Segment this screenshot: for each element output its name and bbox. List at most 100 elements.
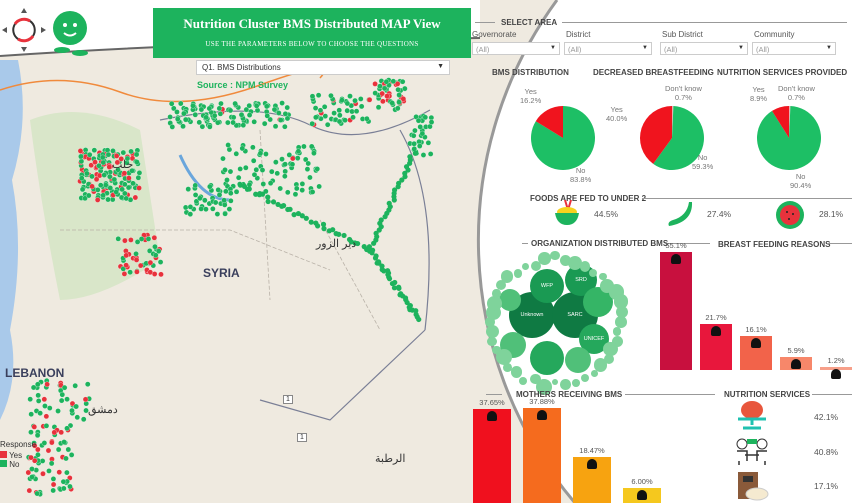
org-bubble[interactable] xyxy=(613,294,629,309)
org-bubble[interactable] xyxy=(615,305,629,319)
pie-slice-no[interactable] xyxy=(757,106,821,170)
pie-slice-no[interactable] xyxy=(653,106,704,170)
org-bubble[interactable] xyxy=(611,335,623,347)
org-bubble[interactable] xyxy=(579,261,590,272)
pie-label: Yes 8.9% xyxy=(750,85,767,103)
org-bubble[interactable] xyxy=(536,379,552,396)
label-aleppo: حلب xyxy=(112,159,134,171)
org-bubble[interactable] xyxy=(599,272,607,280)
pie-label-name: No xyxy=(795,172,806,181)
pie-slice-dontknow[interactable] xyxy=(672,106,674,138)
org-bubble[interactable] xyxy=(568,255,583,270)
page-subtitle: USE THE PARAMETERS BELOW TO CHOOSE THE Q… xyxy=(205,40,419,48)
person-icon xyxy=(637,489,647,500)
mothers-bar[interactable] xyxy=(473,408,511,503)
bf_reasons-bar-label: 1.2% xyxy=(827,356,845,366)
org-bubble[interactable] xyxy=(550,251,560,261)
org-bubble[interactable] xyxy=(612,327,622,336)
org-bubble[interactable] xyxy=(521,263,529,270)
org-bubble[interactable]: WFP xyxy=(530,269,564,303)
org-bubble[interactable] xyxy=(551,378,559,386)
legend-yes: Yes xyxy=(9,451,23,460)
pie-label-value: 83.8% xyxy=(570,175,592,184)
org-bubble[interactable] xyxy=(499,289,521,311)
pie-slice-dontknow[interactable] xyxy=(789,106,791,138)
org-bubble[interactable] xyxy=(492,346,501,355)
bf-reasons-title: BREAST FEEDING REASONS xyxy=(718,240,831,249)
nutrition-services-title: NUTRITION SERVICES xyxy=(724,390,811,399)
org-bubble[interactable] xyxy=(502,362,512,372)
org-bubble[interactable] xyxy=(486,295,502,311)
counseling-icon xyxy=(736,438,768,465)
road-marker: 1 xyxy=(283,395,293,404)
org-bubble[interactable] xyxy=(519,377,528,385)
org-bubble[interactable] xyxy=(559,378,571,390)
admin-lines xyxy=(60,129,381,331)
filter-dropdown-sub-district[interactable]: (All) ▼ xyxy=(660,42,748,55)
org-bubble[interactable] xyxy=(565,347,591,373)
pie-label-value: 90.4% xyxy=(790,181,812,190)
map-legend: Response Yes No xyxy=(0,440,36,469)
person-icon xyxy=(537,410,547,420)
org-bubble[interactable] xyxy=(485,324,500,339)
foods-title: FOODS ARE FED TO UNDER 2 xyxy=(530,194,647,203)
chevron-down-icon: ▼ xyxy=(642,45,648,51)
org-bubble[interactable] xyxy=(485,317,495,327)
org-bubble[interactable] xyxy=(510,366,523,378)
org-bubble[interactable] xyxy=(603,354,614,365)
river xyxy=(178,154,231,202)
header: Nutrition Cluster BMS Distributed MAP Vi… xyxy=(0,0,480,60)
org-bubble[interactable] xyxy=(530,260,541,271)
bf_reasons-bar[interactable] xyxy=(660,252,692,370)
mothers-bar-label: 18.47% xyxy=(579,445,605,455)
pie-label-name: Yes xyxy=(610,105,623,114)
org-bubble[interactable] xyxy=(492,289,501,298)
org-bubble[interactable] xyxy=(580,373,590,383)
org-bubble[interactable] xyxy=(588,268,597,277)
pie-slice-yes[interactable] xyxy=(535,106,563,138)
rice-bowl-icon xyxy=(555,200,579,225)
filter-dropdown-governorate[interactable]: (All) ▼ xyxy=(472,42,560,55)
org-bubble-label: SARC xyxy=(567,312,583,318)
question-select[interactable]: Q1. BMS Distributions ▼ xyxy=(196,60,450,75)
food-value: 27.4% xyxy=(707,209,732,219)
weighing-scale-icon xyxy=(738,401,766,430)
mothers-bar[interactable] xyxy=(523,408,561,503)
org-bubble[interactable] xyxy=(530,373,541,385)
org-bubble[interactable] xyxy=(538,252,551,265)
org-bubble[interactable] xyxy=(487,336,497,347)
pie-slice-yes[interactable] xyxy=(772,106,789,138)
label-rutba: الرطبة xyxy=(375,453,406,465)
person-icon xyxy=(791,359,801,370)
mothers-bar-label: 37.88% xyxy=(529,397,555,406)
person-icon xyxy=(711,325,721,336)
org-bubble[interactable] xyxy=(615,316,627,328)
label-lebanon: LEBANON xyxy=(5,366,65,380)
person-icon xyxy=(671,254,681,264)
org-bubble[interactable] xyxy=(591,370,598,378)
bf_reasons-bar[interactable] xyxy=(820,367,852,370)
org-bubble[interactable] xyxy=(593,358,608,373)
pie-title: DECREASED BREASTFEEDING xyxy=(593,68,714,77)
watermelon-icon xyxy=(776,201,804,229)
bf-reasons-chart: 55.1% 21.7% 16.1% 5.9% 1.2% xyxy=(660,241,852,380)
pie-slice-yes[interactable] xyxy=(640,106,672,164)
org-bubble[interactable] xyxy=(559,255,571,266)
org-bubble[interactable] xyxy=(495,279,506,290)
org-bubble[interactable] xyxy=(530,341,564,375)
service-value: 40.8% xyxy=(814,447,839,457)
pie-label: Yes 16.2% xyxy=(520,87,541,105)
org-bubble[interactable] xyxy=(500,270,514,283)
filter-value: (All) xyxy=(756,45,770,54)
org-bubble[interactable] xyxy=(513,269,523,278)
filter-label: District xyxy=(566,30,591,39)
pie-label-name: No xyxy=(575,166,586,175)
pie-label: Don't know 0.7% xyxy=(778,84,815,102)
filter-dropdown-district[interactable]: (All) ▼ xyxy=(564,42,652,55)
org-bubble[interactable] xyxy=(495,349,512,366)
org-bubble[interactable] xyxy=(603,341,619,357)
mothers-bar-label: 37.65% xyxy=(479,397,505,407)
food-supplement-icon xyxy=(738,472,769,501)
filter-dropdown-community[interactable]: (All) ▼ xyxy=(752,42,836,55)
org-bubble[interactable] xyxy=(572,379,580,387)
